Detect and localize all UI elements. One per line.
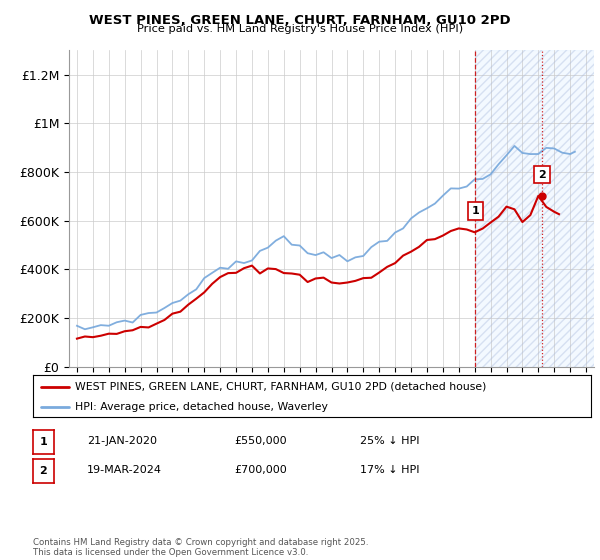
Text: WEST PINES, GREEN LANE, CHURT, FARNHAM, GU10 2PD (detached house): WEST PINES, GREEN LANE, CHURT, FARNHAM, … (75, 381, 486, 391)
Text: 2: 2 (40, 466, 47, 476)
Text: 1: 1 (40, 437, 47, 447)
Text: £700,000: £700,000 (234, 465, 287, 475)
Text: 1: 1 (472, 206, 479, 216)
Text: £550,000: £550,000 (234, 436, 287, 446)
Text: WEST PINES, GREEN LANE, CHURT, FARNHAM, GU10 2PD: WEST PINES, GREEN LANE, CHURT, FARNHAM, … (89, 14, 511, 27)
Text: HPI: Average price, detached house, Waverley: HPI: Average price, detached house, Wave… (75, 402, 328, 412)
Bar (475, 50, 594, 367)
Text: 19-MAR-2024: 19-MAR-2024 (87, 465, 162, 475)
Text: 2: 2 (538, 170, 545, 180)
Text: Contains HM Land Registry data © Crown copyright and database right 2025.
This d: Contains HM Land Registry data © Crown c… (33, 538, 368, 557)
Text: 21-JAN-2020: 21-JAN-2020 (87, 436, 157, 446)
Text: 25% ↓ HPI: 25% ↓ HPI (360, 436, 419, 446)
Text: Price paid vs. HM Land Registry's House Price Index (HPI): Price paid vs. HM Land Registry's House … (137, 24, 463, 34)
Text: 17% ↓ HPI: 17% ↓ HPI (360, 465, 419, 475)
Bar (475, 50, 594, 367)
